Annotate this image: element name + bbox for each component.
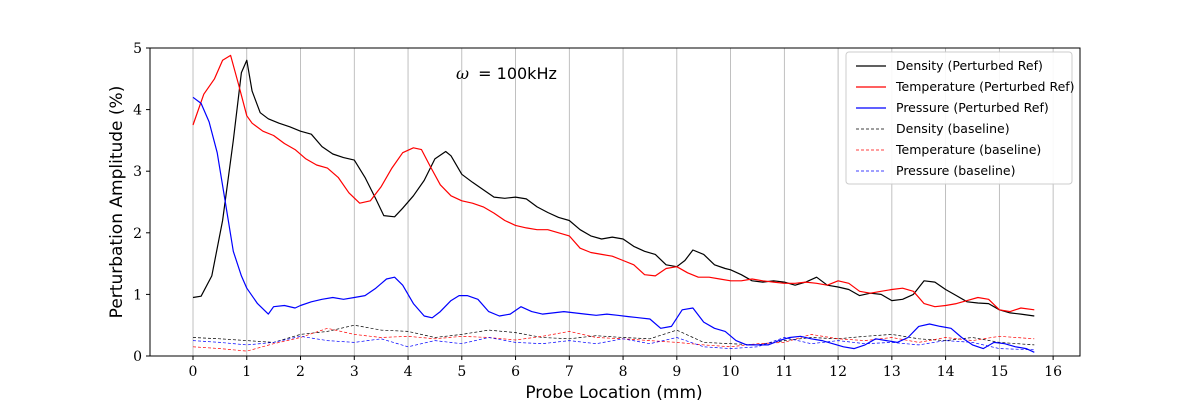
- y-tick-label: 4: [133, 103, 142, 119]
- series-line-6: [192, 335, 1035, 351]
- series-lines: [192, 54, 1035, 353]
- x-axis-label: Probe Location (mm): [525, 383, 702, 400]
- y-tick-label: 0: [133, 349, 142, 365]
- x-tick-label: 1: [242, 364, 251, 380]
- legend-label: Density (baseline): [896, 121, 1010, 136]
- grid-lines: [192, 48, 1054, 356]
- y-tick-label: 1: [133, 287, 142, 303]
- legend: Density (Perturbed Ref) Temperature (Pert…: [845, 51, 1075, 185]
- frequency-annotation: ω = 100kHz: [456, 64, 557, 83]
- annotation-symbol: ω: [456, 64, 469, 83]
- legend-label: Temperature (baseline): [895, 142, 1041, 157]
- x-tick-label: 9: [672, 364, 681, 380]
- x-tick-label: 11: [775, 364, 793, 380]
- x-tick-label: 7: [565, 364, 574, 380]
- x-tick-label: 5: [457, 364, 466, 380]
- series-line-1: [192, 59, 1035, 317]
- legend-box: [845, 51, 1073, 185]
- x-tick-label: 16: [1044, 364, 1062, 380]
- x-tick-label: 10: [722, 364, 740, 380]
- legend-label: Density (Perturbed Ref): [896, 58, 1043, 73]
- x-tick-label: 2: [296, 364, 305, 380]
- x-tick-label: 4: [404, 364, 413, 380]
- legend-label: Pressure (baseline): [896, 163, 1015, 178]
- annotation-text: = 100kHz: [478, 64, 557, 83]
- series-line-5: [192, 327, 1035, 352]
- series-line-4: [192, 324, 1035, 346]
- series-line-2: [192, 54, 1035, 313]
- x-tick-label: 0: [189, 364, 198, 380]
- legend-label: Pressure (Perturbed Ref): [896, 100, 1049, 115]
- x-tick-label: 14: [937, 364, 955, 380]
- x-tick-label: 15: [990, 364, 1008, 380]
- x-tick-label: 8: [619, 364, 628, 380]
- plot-frame: [149, 47, 1081, 357]
- x-tick-label: 12: [829, 364, 847, 380]
- x-tick-label: 13: [883, 364, 901, 380]
- legend-label: Temperature (Perturbed Ref): [895, 79, 1075, 94]
- y-axis-label: Perturbation Amplitude (%): [107, 86, 127, 319]
- y-tick-label: 3: [133, 164, 142, 180]
- y-tick-label: 5: [133, 41, 142, 57]
- x-tick-label: 3: [350, 364, 359, 380]
- series-line-3: [192, 96, 1035, 353]
- x-tick-label: 6: [511, 364, 520, 380]
- y-tick-label: 2: [133, 226, 142, 242]
